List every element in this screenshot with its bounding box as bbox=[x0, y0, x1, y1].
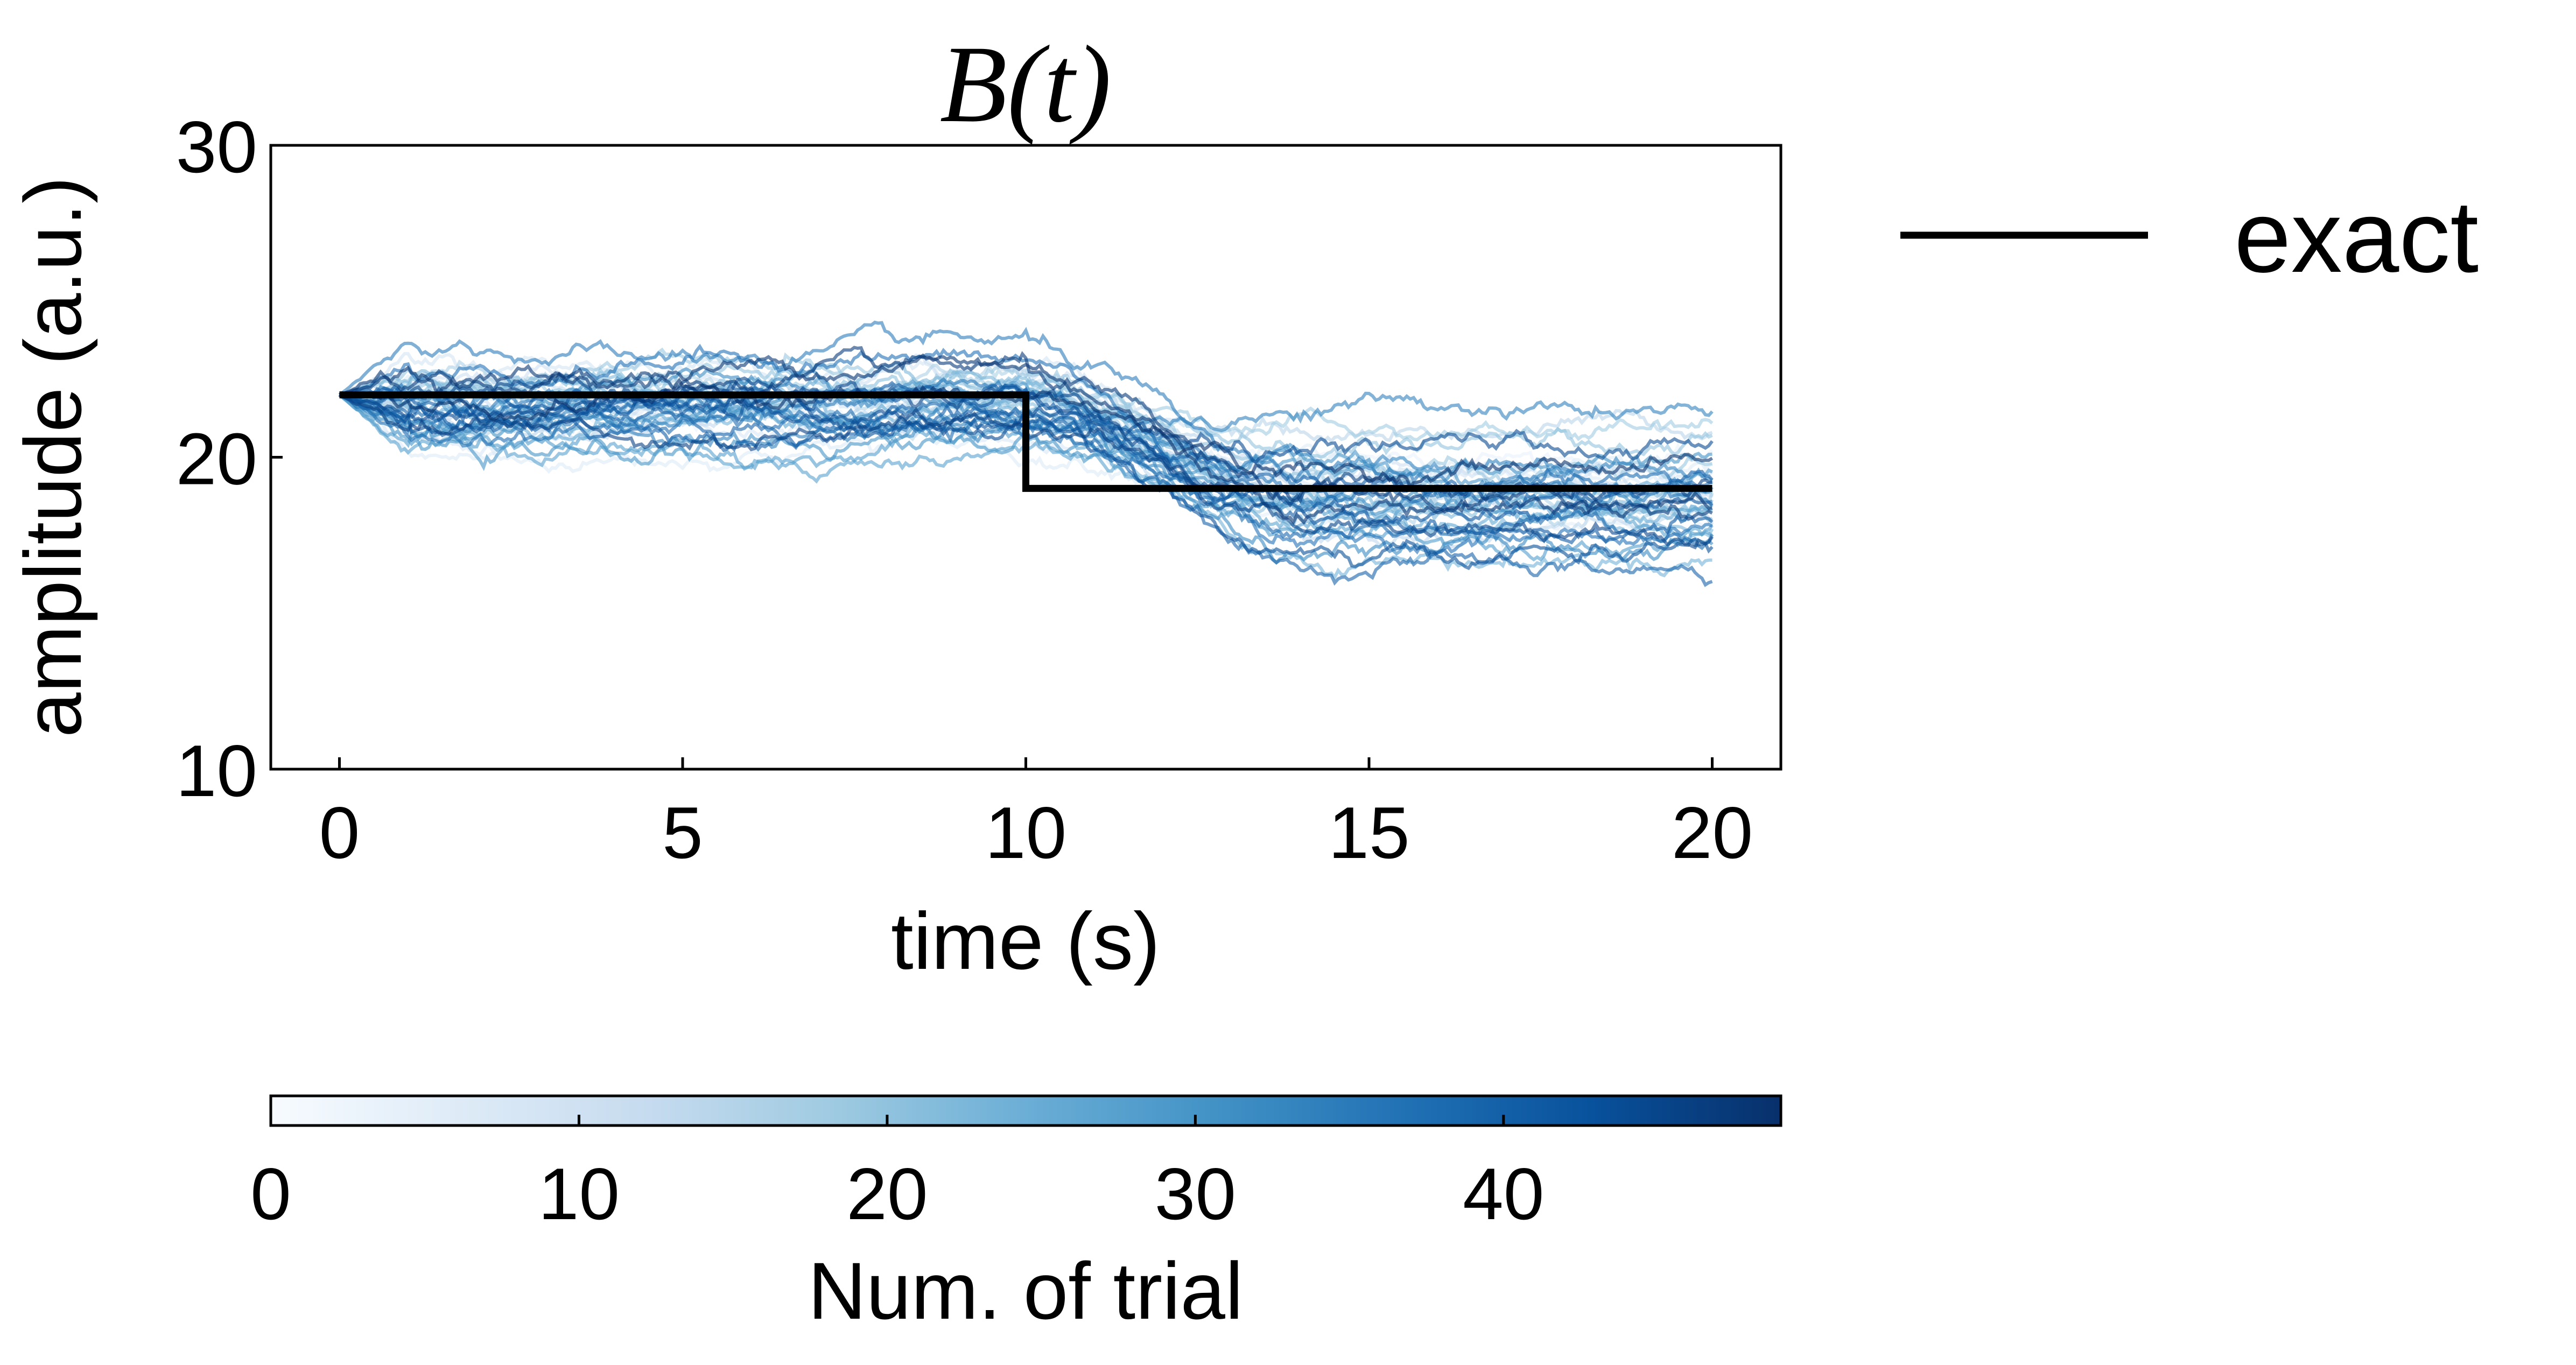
chart-title: B(t) bbox=[940, 23, 1112, 145]
legend-label-exact: exact bbox=[2234, 180, 2479, 294]
x-tick-label: 20 bbox=[1672, 792, 1753, 874]
x-axis: 0 5 10 15 20 bbox=[319, 757, 1753, 874]
x-tick-label: 5 bbox=[662, 792, 703, 874]
colorbar-label: Num. of trial bbox=[808, 1246, 1244, 1336]
trial-line bbox=[339, 346, 1713, 521]
exact-series-line bbox=[339, 391, 1712, 492]
y-tick-label: 20 bbox=[176, 418, 257, 500]
colorbar bbox=[269, 1094, 1782, 1127]
x-tick-label: 10 bbox=[985, 792, 1066, 874]
x-tick-label: 0 bbox=[319, 792, 360, 874]
x-axis-label: time (s) bbox=[891, 896, 1160, 986]
x-tick-label: 15 bbox=[1328, 792, 1409, 874]
colorbar-axis: 0 10 20 30 40 bbox=[250, 1115, 1544, 1235]
y-tick-label: 10 bbox=[176, 730, 257, 812]
y-axis: 10 20 30 bbox=[176, 106, 283, 812]
colorbar-tick-label: 30 bbox=[1155, 1153, 1236, 1235]
trial-line bbox=[338, 320, 1713, 504]
colorbar-tick-label: 20 bbox=[846, 1153, 928, 1235]
colorbar-tick-label: 0 bbox=[250, 1153, 291, 1235]
colorbar-tick-label: 40 bbox=[1463, 1153, 1544, 1235]
y-tick-label: 30 bbox=[176, 106, 257, 188]
colorbar-tick-label: 10 bbox=[538, 1153, 620, 1235]
trial-line bbox=[339, 353, 1712, 525]
y-axis-label: amplitude (a.u.) bbox=[8, 177, 98, 737]
